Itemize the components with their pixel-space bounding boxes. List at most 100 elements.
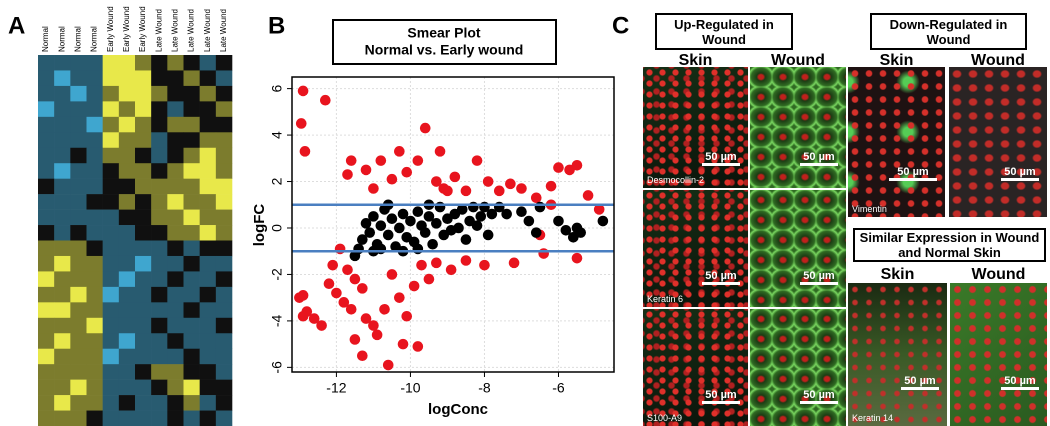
point xyxy=(501,208,512,220)
point xyxy=(582,190,594,201)
heatmap-cell xyxy=(215,194,233,210)
heatmap-cell xyxy=(151,85,168,102)
heatmap-cell xyxy=(38,364,55,380)
marker-label: Keratin 14 xyxy=(852,413,894,423)
column-label: Early Wound xyxy=(122,6,131,52)
point xyxy=(375,220,387,231)
point xyxy=(360,313,372,324)
heatmap-cell xyxy=(70,379,87,396)
scale-bar: 50 µm xyxy=(702,151,740,166)
point xyxy=(357,350,368,362)
heatmap-cell xyxy=(38,317,55,334)
heatmap-cell xyxy=(199,194,217,210)
heatmap-cell xyxy=(199,163,217,179)
heatmap-cell xyxy=(183,302,200,319)
heatmap-cell xyxy=(135,317,152,334)
heatmap-cell xyxy=(54,410,71,426)
heatmap-cell xyxy=(70,132,87,149)
heatmap-cell xyxy=(86,379,103,396)
point xyxy=(331,287,342,299)
heatmap-cell xyxy=(183,101,200,118)
heatmap-cell xyxy=(102,240,120,257)
heatmap-cell xyxy=(70,410,87,426)
heatmap-cell xyxy=(38,178,55,195)
heatmap-cell xyxy=(135,271,152,288)
panel-label: C xyxy=(612,12,629,39)
heatmap-cell xyxy=(167,348,184,365)
group-title: Similar Expression in Wound and Normal S… xyxy=(853,228,1046,262)
point xyxy=(334,243,346,255)
heatmap-cell xyxy=(86,348,103,365)
heatmap-cell xyxy=(167,271,184,288)
heatmap-cell xyxy=(135,410,152,426)
heatmap-cell xyxy=(102,348,120,365)
point xyxy=(394,292,405,303)
heatmap-cell xyxy=(199,333,217,350)
heatmap-cell xyxy=(86,194,103,210)
heatmap-cell xyxy=(86,240,103,257)
point xyxy=(371,329,383,341)
heatmap-cell xyxy=(215,286,233,303)
heatmap-cell xyxy=(70,70,87,87)
point xyxy=(479,259,490,271)
heatmap-cell xyxy=(199,85,217,102)
point xyxy=(434,146,446,157)
point xyxy=(357,283,368,294)
heatmap-cell xyxy=(38,209,55,226)
heatmap-cell xyxy=(38,55,55,71)
heatmap-cell xyxy=(118,225,136,241)
heatmap-cell xyxy=(199,132,217,149)
heatmap-cell xyxy=(215,379,233,396)
heatmap-cell xyxy=(151,132,168,149)
heatmap-cell xyxy=(135,101,152,118)
heatmap-cell xyxy=(151,348,168,365)
heatmap-cell xyxy=(183,163,200,179)
heatmap-cell xyxy=(86,302,103,319)
heatmap-cell xyxy=(215,225,233,241)
point xyxy=(423,273,435,285)
heatmap-cell xyxy=(151,364,168,380)
heatmap-cell xyxy=(183,410,200,426)
point xyxy=(545,180,557,192)
heatmap-cell xyxy=(54,209,71,226)
point xyxy=(342,264,353,276)
heatmap-cell xyxy=(86,147,103,164)
point xyxy=(505,178,516,190)
heatmap-cell xyxy=(183,286,200,303)
heatmap-cell xyxy=(167,225,184,241)
point xyxy=(453,222,464,234)
heatmap-cell xyxy=(135,348,152,365)
heatmap-cell xyxy=(135,333,152,350)
heatmap-cell xyxy=(38,163,55,179)
heatmap-cell xyxy=(70,240,87,257)
heatmap-cell xyxy=(151,163,168,179)
heatmap-cell xyxy=(118,255,136,272)
heatmap-cell xyxy=(38,194,55,210)
heatmap-cell xyxy=(215,348,233,365)
heatmap-cell xyxy=(118,163,136,179)
heatmap-cell xyxy=(215,271,233,288)
point xyxy=(482,229,494,241)
heatmap-cell xyxy=(167,163,184,179)
heatmap-cell xyxy=(118,271,136,288)
micrograph: 50 µm xyxy=(750,67,846,188)
heatmap-cell xyxy=(54,194,71,210)
heatmap-cell xyxy=(70,255,87,272)
heatmap-cell xyxy=(215,364,233,380)
heatmap-cell xyxy=(199,364,217,380)
heatmap-cell xyxy=(135,132,152,149)
point xyxy=(394,146,405,157)
heatmap-cell xyxy=(151,225,168,241)
point xyxy=(368,183,379,194)
y-tick-label: 2 xyxy=(269,177,285,185)
heatmap-cell xyxy=(118,101,136,118)
heatmap-cell xyxy=(215,255,233,272)
heatmap-cell xyxy=(38,410,55,426)
heatmap-cell xyxy=(135,178,152,195)
point xyxy=(327,259,339,271)
column-label: Late Wound xyxy=(187,9,196,52)
point xyxy=(349,273,361,285)
heatmap-cell xyxy=(199,395,217,411)
point xyxy=(308,313,320,324)
